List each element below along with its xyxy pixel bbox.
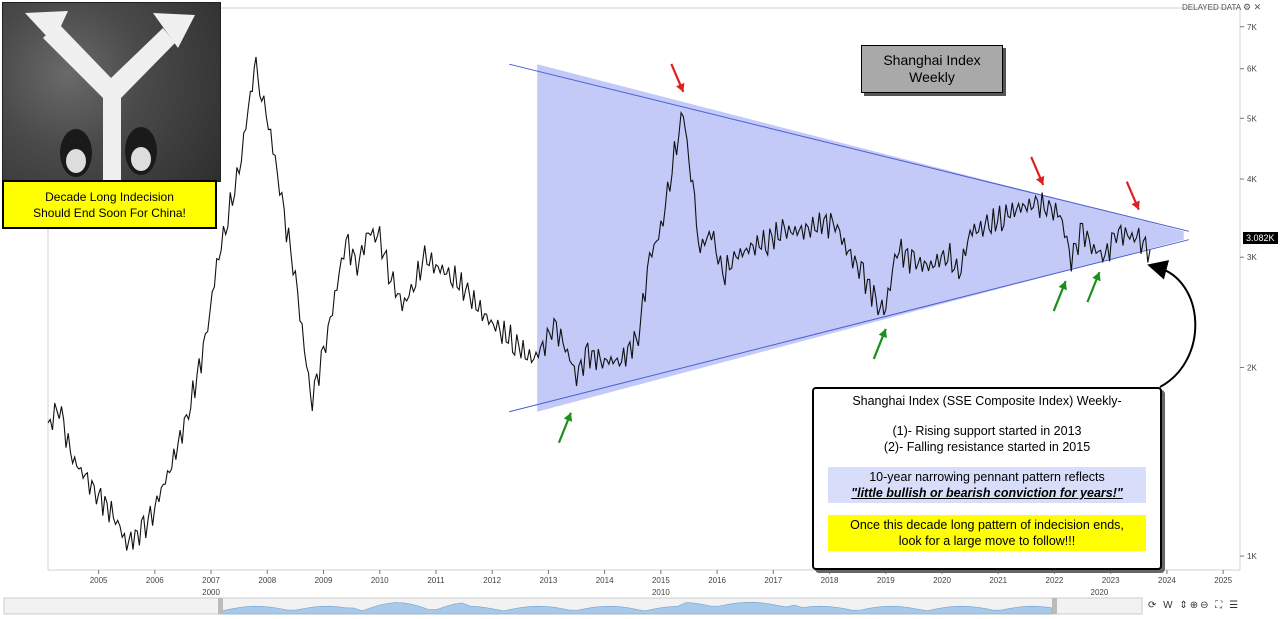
green-arrow <box>1052 280 1067 312</box>
chart-title-box: Shanghai Index Weekly <box>861 45 1003 93</box>
x-tick-label: 2014 <box>596 576 614 585</box>
x-tick-label: 2007 <box>202 576 220 585</box>
inset-caption-line1: Decade Long Indecision <box>45 189 174 204</box>
x-tick-label: 2010 <box>371 576 389 585</box>
y-tick-label: 4K <box>1247 175 1257 184</box>
annotation-line4: 10-year narrowing pennant pattern reflec… <box>869 470 1105 484</box>
x-tick-label: 2022 <box>1046 576 1064 585</box>
x-tick-label: 2013 <box>540 576 558 585</box>
settings-icon[interactable]: ⚙ ✕ <box>1243 2 1262 12</box>
crossroads-arrows-icon <box>2 2 221 182</box>
annotation-line7: look for a large move to follow!!! <box>898 534 1076 548</box>
green-arrow <box>557 412 573 444</box>
plot-frame <box>47 7 1241 571</box>
x-tick-label: 2016 <box>708 576 726 585</box>
annotation-line5: "little bullish or bearish conviction fo… <box>851 486 1123 500</box>
grid <box>47 7 1241 571</box>
x-tick-label: 2012 <box>483 576 501 585</box>
navigator-handle-left <box>218 598 223 614</box>
title-line2: Weekly <box>909 69 955 85</box>
support-line <box>509 239 1189 413</box>
resistance-line <box>509 63 1189 232</box>
title-line1: Shanghai Index <box>883 52 981 68</box>
annotation-box: Shanghai Index (SSE Composite Index) Wee… <box>812 387 1162 570</box>
pennant-area <box>537 64 1184 412</box>
x-tick-label: 2005 <box>90 576 108 585</box>
annotation-line2: (1)- Rising support started in 2013 <box>892 424 1082 438</box>
inset-caption-line2: Should End Soon For China! <box>33 205 186 220</box>
y-tick-label: 2K <box>1247 364 1257 373</box>
red-arrow <box>670 63 685 93</box>
x-tick-label: 2020 <box>933 576 951 585</box>
annotation-line1: Shanghai Index (SSE Composite Index) Wee… <box>852 394 1122 408</box>
last-price-tag: 3.082K <box>1243 232 1278 244</box>
annotation-conclusion: Once this decade long pattern of indecis… <box>828 515 1146 551</box>
x-tick-label: 2018 <box>821 576 839 585</box>
y-tick-label: 3K <box>1247 253 1257 262</box>
annotation-pennant-note: 10-year narrowing pennant pattern reflec… <box>828 467 1146 503</box>
red-arrow <box>1030 156 1045 186</box>
y-tick-label: 1K <box>1247 552 1257 561</box>
x-tick-label: 2011 <box>427 576 445 585</box>
green-arrow <box>872 328 887 360</box>
x-tick-label: 2008 <box>258 576 276 585</box>
x-tick-label: 2025 <box>1214 576 1232 585</box>
x-tick-label: 2021 <box>989 576 1007 585</box>
y-axis: 1K 2K 3K 4K 5K 6K 7K <box>1240 23 1257 561</box>
navigator-label: 2010 <box>652 588 670 597</box>
navigator-label: 2020 <box>1091 588 1109 597</box>
navigator-label: 2000 <box>202 588 220 597</box>
x-tick-label: 2006 <box>146 576 164 585</box>
inset-caption: Decade Long Indecision Should End Soon F… <box>2 180 217 229</box>
arrows <box>557 63 1140 444</box>
navigator-area <box>220 601 1053 615</box>
navigator[interactable]: 2000 2010 2020 <box>3 588 1143 615</box>
x-tick-label: 2015 <box>652 576 670 585</box>
annotation-line3: (2)- Falling resistance started in 2015 <box>883 440 1091 454</box>
green-arrow <box>1086 271 1101 303</box>
x-tick-label: 2023 <box>1102 576 1120 585</box>
y-tick-label: 5K <box>1247 114 1257 123</box>
price-series-line <box>47 56 1151 551</box>
y-tick-label: 6K <box>1247 65 1257 74</box>
x-tick-label: 2009 <box>315 576 333 585</box>
x-tick-label: 2017 <box>764 576 782 585</box>
x-axis: 2005 2006 2007 2008 2009 2010 2011 2012 2013 2014… <box>90 570 1233 585</box>
callout-curved-arrow <box>1147 260 1197 388</box>
chart-toolbar[interactable]: ⟳ W ⇕⊕⊖ ⛶ ☰ <box>1148 600 1241 611</box>
annotation-line6: Once this decade long pattern of indecis… <box>850 518 1124 532</box>
x-tick-label: 2024 <box>1158 576 1176 585</box>
delayed-data-label: DELAYED DATA <box>1182 3 1242 12</box>
red-arrow <box>1125 181 1140 211</box>
x-tick-label: 2019 <box>877 576 895 585</box>
navigator-handle-right <box>1052 598 1057 614</box>
y-tick-label: 7K <box>1247 23 1257 32</box>
